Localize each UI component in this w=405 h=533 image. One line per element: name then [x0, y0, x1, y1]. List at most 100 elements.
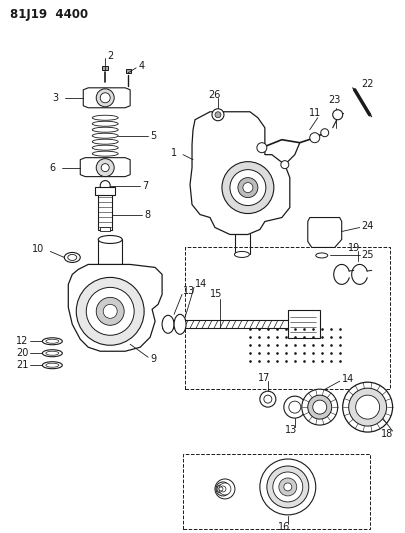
Circle shape	[103, 304, 117, 318]
Circle shape	[218, 487, 222, 491]
Text: 2: 2	[107, 51, 113, 61]
Text: 5: 5	[150, 131, 156, 141]
Text: 25: 25	[361, 251, 373, 261]
Ellipse shape	[92, 127, 118, 132]
Polygon shape	[307, 217, 341, 247]
Circle shape	[218, 483, 230, 495]
Ellipse shape	[92, 115, 118, 120]
Circle shape	[301, 389, 337, 425]
Polygon shape	[83, 88, 130, 108]
Circle shape	[288, 401, 300, 413]
Text: 10: 10	[32, 245, 45, 254]
Circle shape	[259, 459, 315, 515]
Circle shape	[222, 161, 273, 214]
Text: 24: 24	[361, 221, 373, 230]
Circle shape	[96, 297, 124, 325]
Bar	[100, 227, 110, 231]
Text: 26: 26	[207, 90, 220, 100]
Circle shape	[242, 183, 252, 192]
Circle shape	[280, 160, 288, 168]
Ellipse shape	[98, 236, 122, 244]
Circle shape	[283, 483, 291, 491]
Circle shape	[211, 109, 224, 121]
Circle shape	[320, 129, 328, 136]
Bar	[126, 69, 130, 73]
Bar	[183, 454, 369, 529]
Ellipse shape	[315, 253, 327, 258]
Text: 21: 21	[16, 360, 28, 370]
Circle shape	[309, 133, 319, 143]
Ellipse shape	[64, 253, 80, 262]
Circle shape	[86, 287, 134, 335]
Ellipse shape	[42, 338, 62, 345]
Circle shape	[266, 466, 308, 508]
Text: 20: 20	[16, 348, 28, 358]
Text: 3: 3	[52, 93, 58, 103]
Circle shape	[216, 485, 224, 493]
Circle shape	[100, 93, 110, 103]
Bar	[95, 187, 115, 195]
Ellipse shape	[92, 121, 118, 126]
Circle shape	[215, 482, 229, 496]
Text: 22: 22	[361, 79, 373, 89]
Text: 12: 12	[16, 336, 28, 346]
Circle shape	[96, 89, 114, 107]
Circle shape	[237, 177, 257, 198]
Circle shape	[214, 112, 220, 118]
Circle shape	[355, 395, 379, 419]
Circle shape	[332, 110, 342, 120]
Ellipse shape	[92, 151, 118, 156]
Circle shape	[348, 388, 386, 426]
Text: 11: 11	[308, 108, 320, 118]
Circle shape	[96, 159, 114, 176]
Circle shape	[278, 478, 296, 496]
Ellipse shape	[92, 133, 118, 138]
Circle shape	[259, 391, 275, 407]
Circle shape	[76, 277, 144, 345]
Text: 6: 6	[49, 163, 55, 173]
Circle shape	[229, 169, 265, 206]
Text: 23: 23	[328, 95, 340, 105]
Circle shape	[256, 143, 266, 152]
Ellipse shape	[46, 340, 59, 343]
Text: 14: 14	[194, 279, 207, 289]
Text: 9: 9	[150, 354, 156, 364]
Polygon shape	[68, 264, 162, 351]
Circle shape	[312, 400, 326, 414]
Ellipse shape	[92, 145, 118, 150]
Text: 14: 14	[341, 374, 353, 384]
Bar	[98, 191, 112, 230]
Circle shape	[342, 382, 392, 432]
Ellipse shape	[42, 350, 62, 357]
Text: 13: 13	[284, 425, 296, 435]
Bar	[287, 310, 319, 338]
Circle shape	[272, 472, 302, 502]
Polygon shape	[80, 158, 130, 176]
Ellipse shape	[234, 252, 249, 257]
Text: 16: 16	[277, 522, 289, 532]
Text: 8: 8	[144, 209, 150, 220]
Ellipse shape	[162, 316, 174, 333]
Circle shape	[307, 395, 331, 419]
Circle shape	[214, 479, 234, 499]
Ellipse shape	[46, 351, 59, 355]
Ellipse shape	[92, 139, 118, 144]
Text: 13: 13	[183, 286, 195, 296]
Ellipse shape	[174, 314, 185, 334]
Text: 17: 17	[257, 373, 269, 383]
Circle shape	[220, 486, 226, 492]
Circle shape	[263, 395, 271, 403]
Text: 19: 19	[347, 244, 359, 254]
Bar	[102, 66, 108, 70]
Circle shape	[101, 164, 109, 172]
Circle shape	[283, 396, 305, 418]
Ellipse shape	[42, 362, 62, 369]
Text: 1: 1	[171, 148, 177, 158]
Text: 4: 4	[138, 61, 144, 71]
Ellipse shape	[46, 363, 59, 367]
Text: 15: 15	[209, 289, 222, 300]
Circle shape	[100, 181, 110, 191]
Ellipse shape	[68, 254, 77, 261]
Bar	[185, 247, 389, 389]
Text: 7: 7	[142, 181, 148, 191]
